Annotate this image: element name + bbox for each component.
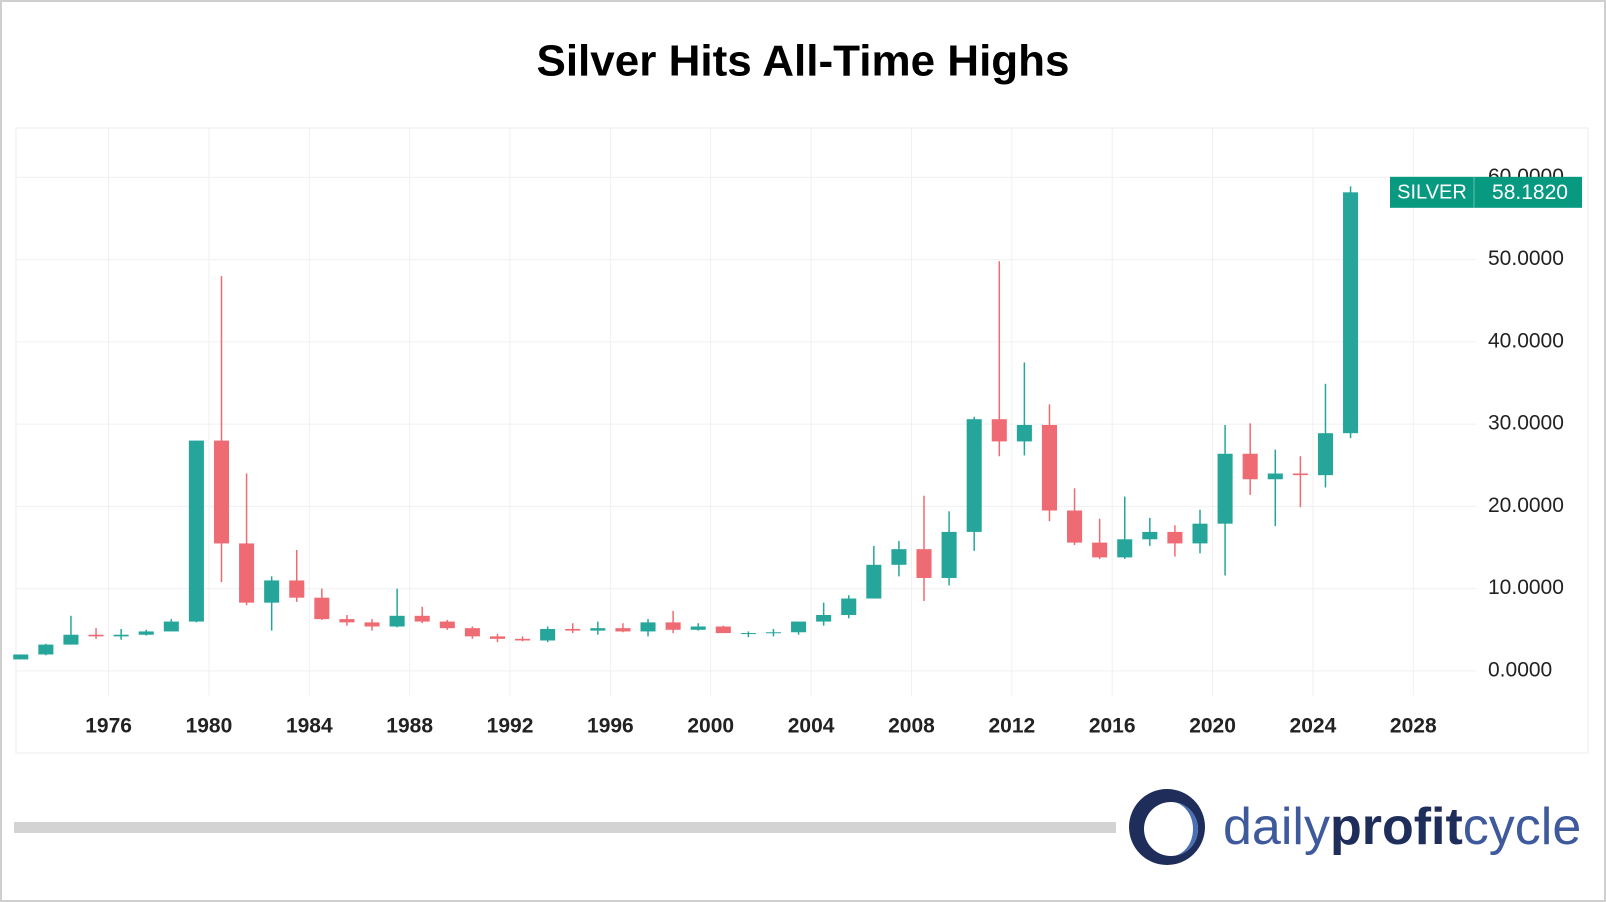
candle-body [1067,510,1083,543]
x-tick-label: 1992 [487,715,534,738]
tag-box [1390,176,1582,208]
candle-body [389,615,405,627]
candle-body [1192,523,1208,544]
candle-body [916,549,932,578]
candle-body [13,654,29,660]
candle-body [113,634,129,637]
logo-arc [1171,802,1198,856]
candle-body [966,419,982,532]
candle-body [715,626,731,634]
candle-body [264,580,280,603]
x-tick-label: 1996 [587,715,634,738]
y-tick-label: 10.0000 [1488,576,1564,599]
y-tick-label: 20.0000 [1488,494,1564,517]
logo-text: dailyprofitcycle [1223,798,1581,856]
candle-body [615,628,631,632]
candle-body [991,419,1007,442]
candle-body [1242,453,1258,480]
candle-body [1317,433,1333,476]
candle-body [464,628,480,637]
candle-body [414,615,430,622]
candle-body [213,440,230,544]
candle-body [866,564,882,599]
last-price-tag: SILVER 58.1820 [1390,176,1582,208]
divider-bar [14,822,1116,833]
candle-body [1167,531,1183,544]
candle-body [364,622,380,627]
logo-part: cycle [1463,798,1581,856]
candle-body [515,638,531,641]
x-tick-label: 1988 [386,715,433,738]
candle-body [1092,542,1108,558]
logo-part: daily [1223,798,1330,856]
x-tick-label: 2000 [687,715,734,738]
logo-mark [1129,789,1205,865]
candle-body [1292,473,1308,476]
candle-body [841,598,857,615]
candle-body [791,621,807,633]
candle-body [439,621,455,629]
x-tick-label: 2004 [788,715,835,738]
chart-title: Silver Hits All-Time Highs [536,37,1069,86]
candle-body [38,644,54,655]
candle-body [816,614,832,622]
y-tick-label: 50.0000 [1488,247,1564,270]
candle-body [163,621,179,632]
candle-body [1117,539,1133,558]
candle-body [138,631,154,635]
candle-body [1343,192,1359,434]
plot: 0.0000 10.0000 20.0000 30.0000 40.0000 50.000… [13,128,1582,738]
candle-body [891,549,907,565]
candle-body [765,632,782,634]
candle-body [188,440,204,622]
candle-body [239,543,255,603]
candle-body [640,622,656,632]
tag-value: 58.1820 [1492,181,1568,204]
x-tick-label: 1984 [286,715,333,738]
tag-name: SILVER [1397,182,1467,204]
candle-body [1267,473,1283,480]
y-tick-label: 40.0000 [1488,329,1564,352]
candle-body [339,619,355,623]
x-tick-label: 2020 [1189,715,1236,738]
x-tick-label: 2008 [888,715,935,738]
x-tick-label: 1976 [85,715,132,738]
candle-body [289,580,305,598]
candle-body [690,626,706,630]
logo-hole [1144,802,1198,856]
candle-body [665,622,681,630]
candle-body [565,628,581,631]
candle-body [1217,453,1233,524]
candle-body [1016,424,1032,442]
x-tick-label: 2028 [1390,715,1437,738]
candle-body [540,628,556,641]
candle-body [63,634,79,645]
x-tick-label: 2024 [1290,715,1337,738]
y-tick-label: 30.0000 [1488,412,1564,435]
candle-body [314,597,330,620]
candle-body [740,633,756,635]
candle-body [590,628,606,631]
candle-body [1041,424,1057,511]
logo-part: profit [1330,798,1463,856]
candle-body [489,636,506,639]
x-tick-label: 2012 [988,715,1035,738]
x-tick-label: 2016 [1089,715,1136,738]
candle-body [88,634,104,637]
y-tick-label: 0.0000 [1488,658,1552,681]
candle-body [941,531,957,578]
x-tick-label: 1980 [186,715,233,738]
candle-body [1142,531,1158,540]
